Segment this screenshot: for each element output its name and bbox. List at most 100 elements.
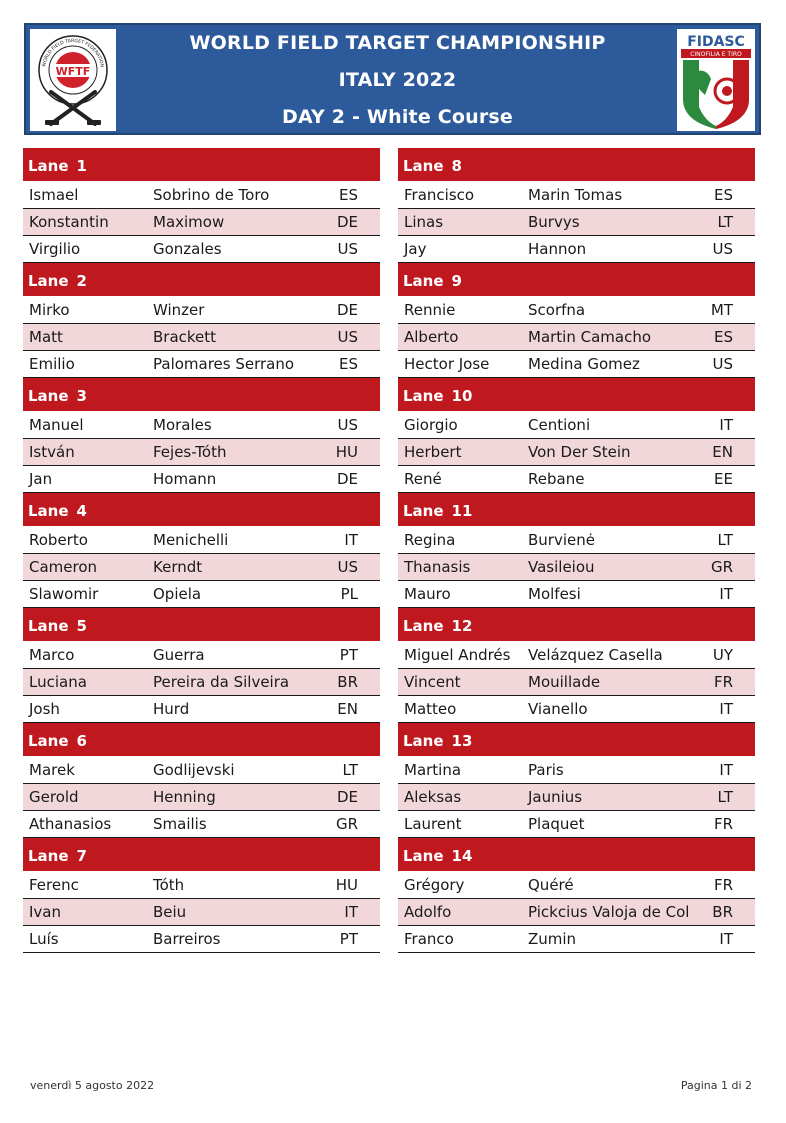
shooter-row: Cameron Kerndt US	[23, 554, 380, 581]
shooter-last-name: Kerndt	[153, 558, 203, 576]
lane-label: Lane	[28, 847, 69, 865]
shooter-last-name: Jaunius	[528, 788, 583, 806]
shooter-last-name: Barreiros	[153, 930, 221, 948]
lane-label: Lane	[403, 732, 444, 750]
shooter-first-name: Gerold	[29, 788, 79, 806]
shooter-country: PL	[340, 585, 358, 603]
shooter-last-name: Henning	[153, 788, 216, 806]
shooter-row: Luciana Pereira da Silveira BR	[23, 669, 380, 696]
shooter-last-name: Menichelli	[153, 531, 229, 549]
shooter-first-name: Jan	[29, 470, 53, 488]
lane-number: 9	[451, 272, 462, 290]
shooter-last-name: Maximow	[153, 213, 225, 231]
lane-block: Lane 7 Ferenc Tóth HU Ivan Beiu IT Luís Barreiros…	[23, 838, 380, 953]
shooter-last-name: Gonzales	[153, 240, 222, 258]
header-titles: WORLD FIELD TARGET CHAMPIONSHIP ITALY 20…	[122, 25, 673, 133]
lane-number: 8	[451, 157, 462, 175]
shooter-row: Francisco Marin Tomas ES	[398, 182, 755, 209]
shooter-row: Laurent Plaquet FR	[398, 811, 755, 838]
lane-label: Lane	[403, 272, 444, 290]
shooter-row: Manuel Morales US	[23, 412, 380, 439]
shooter-last-name: Homann	[153, 470, 217, 488]
shooter-last-name: Mouillade	[528, 673, 601, 691]
fidasc-logo-icon: FIDASC CINOFILIA E TIRO	[679, 31, 753, 129]
shooter-first-name: István	[29, 443, 75, 461]
shooter-first-name: Jay	[404, 240, 427, 258]
lane-number: 10	[451, 387, 473, 405]
shooter-row: Josh Hurd EN	[23, 696, 380, 723]
shooter-country: IT	[719, 585, 733, 603]
lane-header: Lane 14	[398, 838, 755, 872]
lane-header: Lane 1	[23, 148, 380, 182]
shooter-last-name: Zumin	[528, 930, 577, 948]
lane-block: Lane 10 Giorgio Centioni IT Herbert Von Der St…	[398, 378, 755, 493]
shooter-row: Matteo Vianello IT	[398, 696, 755, 723]
shooter-country: IT	[719, 761, 733, 779]
footer-date: venerdì 5 agosto 2022	[30, 1079, 155, 1092]
shooter-first-name: Alberto	[404, 328, 459, 346]
footer-page-number: Pagina 1 di 2	[680, 1079, 752, 1092]
shooter-row: Thanasis Vasileiou GR	[398, 554, 755, 581]
shooter-first-name: Mirko	[29, 301, 70, 319]
shooter-last-name: Martin Camacho	[528, 328, 652, 346]
shooter-first-name: Franco	[404, 930, 454, 948]
lane-number: 14	[451, 847, 473, 865]
shooter-row: Hector Jose Medina Gomez US	[398, 351, 755, 378]
shooter-first-name: Vincent	[404, 673, 461, 691]
shooter-last-name: Vasileiou	[528, 558, 595, 576]
shooter-last-name: Scorfna	[528, 301, 586, 319]
shooter-last-name: Burvys	[528, 213, 580, 231]
shooter-first-name: Josh	[29, 700, 60, 718]
shooter-first-name: Hector Jose	[404, 355, 490, 373]
lane-header: Lane 8	[398, 148, 755, 182]
lane-number: 5	[76, 617, 87, 635]
shooter-first-name: Emilio	[29, 355, 75, 373]
shooter-country: LT	[717, 213, 733, 231]
wftf-logo: WFTF WORLD FIELD TARGET FEDERATION	[30, 29, 116, 131]
shooter-last-name: Burvienė	[528, 531, 595, 549]
shooter-country: HU	[335, 443, 358, 461]
lane-header: Lane 13	[398, 723, 755, 757]
shooter-row: Ferenc Tóth HU	[23, 872, 380, 899]
shooter-country: BR	[337, 673, 358, 691]
shooter-country: BR	[712, 903, 733, 921]
shooter-row: Gerold Henning DE	[23, 784, 380, 811]
shooter-country: US	[337, 328, 358, 346]
lane-number: 11	[451, 502, 473, 520]
shooter-first-name: Ivan	[29, 903, 61, 921]
shooter-row: Slawomir Opiela PL	[23, 581, 380, 608]
lane-block: Lane 8 Francisco Marin Tomas ES Linas Burvys LT…	[398, 148, 755, 263]
lanes-column-left: Lane 1 Ismael Sobrino de Toro ES Konstantin Ma…	[23, 148, 380, 953]
shooter-row: Aleksas Jaunius LT	[398, 784, 755, 811]
shooter-first-name: Slawomir	[29, 585, 99, 603]
shooter-row: Rennie Scorfna MT	[398, 297, 755, 324]
lane-header: Lane 10	[398, 378, 755, 412]
shooter-first-name: Athanasios	[29, 815, 112, 833]
shooter-last-name: Pereira da Silveira	[153, 673, 290, 691]
shooter-country: GR	[710, 558, 733, 576]
shooter-row: Martina Paris IT	[398, 757, 755, 784]
lane-number: 13	[451, 732, 473, 750]
shooter-first-name: Luís	[29, 930, 59, 948]
shooter-country: EN	[337, 700, 358, 718]
shooter-row: Herbert Von Der Stein EN	[398, 439, 755, 466]
shooter-row: Ivan Beiu IT	[23, 899, 380, 926]
lane-header: Lane 9	[398, 263, 755, 297]
shooter-country: PT	[339, 646, 358, 664]
shooter-country: FR	[713, 815, 733, 833]
lane-header: Lane 3	[23, 378, 380, 412]
lanes-column-right: Lane 8 Francisco Marin Tomas ES Linas Burvys LT…	[398, 148, 755, 953]
shooter-row: Luís Barreiros PT	[23, 926, 380, 953]
shooter-first-name: Laurent	[404, 815, 462, 833]
lane-label: Lane	[403, 387, 444, 405]
shooter-country: ES	[339, 355, 358, 373]
shooter-last-name: Von Der Stein	[528, 443, 631, 461]
shooter-last-name: Marin Tomas	[528, 186, 623, 204]
lane-header: Lane 7	[23, 838, 380, 872]
shooter-row: Roberto Menichelli IT	[23, 527, 380, 554]
shooter-first-name: René	[404, 470, 442, 488]
shooter-country: ES	[339, 186, 358, 204]
wftf-logo-icon: WFTF WORLD FIELD TARGET FEDERATION	[38, 35, 108, 126]
shooter-country: DE	[336, 470, 358, 488]
shooter-first-name: Martina	[404, 761, 462, 779]
